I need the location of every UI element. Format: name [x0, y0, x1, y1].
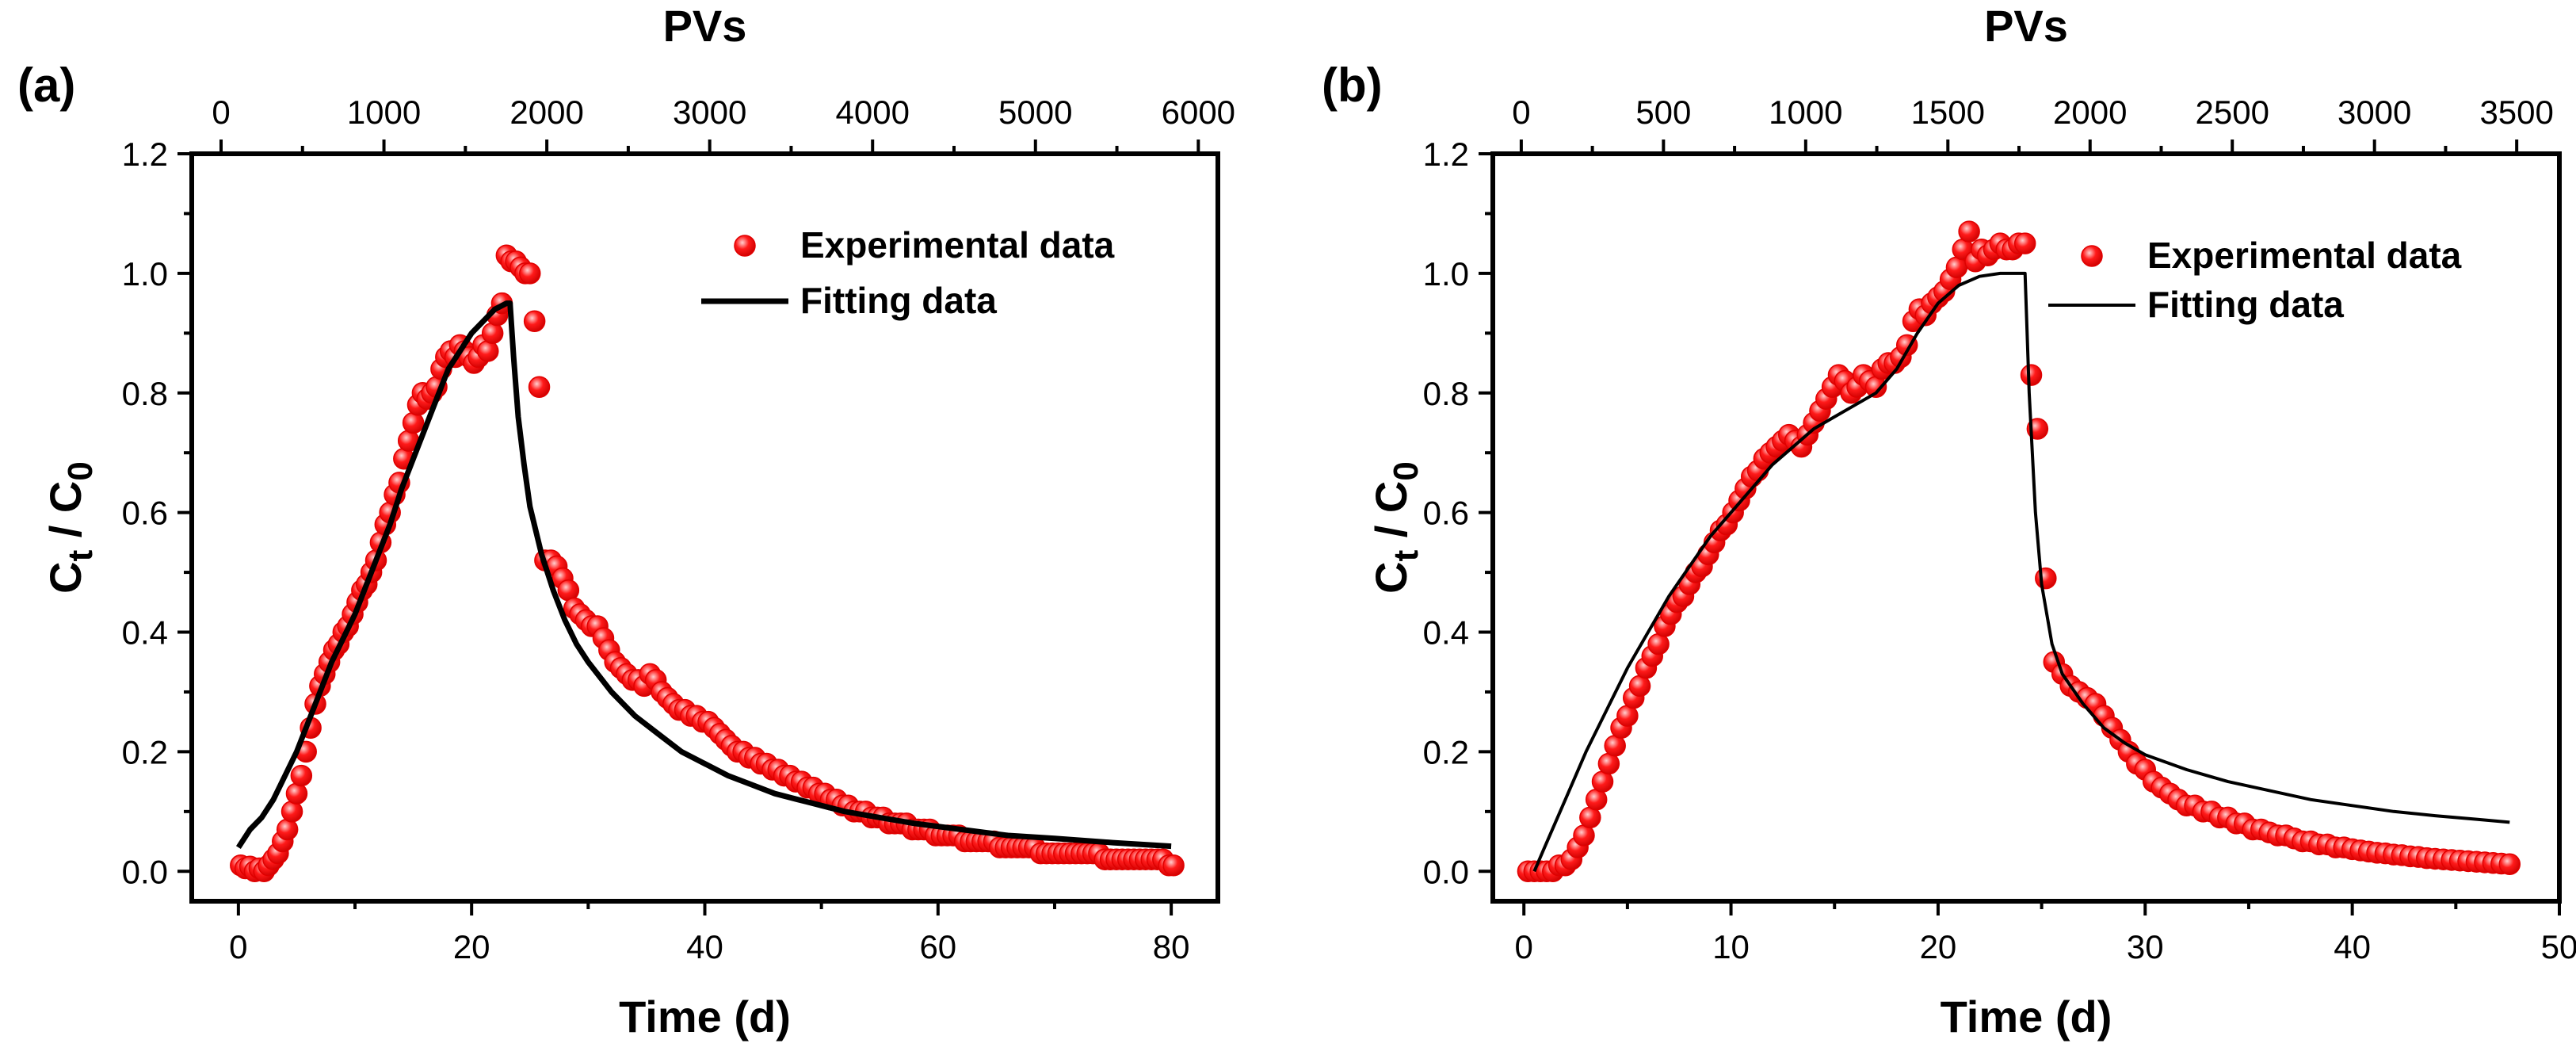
x-tick-label: 50	[2541, 928, 2576, 965]
experimental-data-point	[2035, 567, 2057, 590]
top-tick-label: 2000	[509, 94, 583, 131]
x-axis-label: Time (d)	[1941, 992, 2112, 1042]
top-tick-label: 4000	[836, 94, 910, 131]
y-tick-label: 0.2	[122, 733, 168, 770]
top-axis-label: PVs	[1984, 1, 2068, 51]
x-tick-label: 40	[686, 928, 723, 965]
top-tick-label: 3000	[2337, 94, 2411, 131]
y-axis-label-part: / C	[1366, 481, 1416, 550]
top-tick-label: 3500	[2479, 94, 2553, 131]
x-tick-label: 30	[2127, 928, 2164, 965]
y-tick-label: 0.2	[1423, 733, 1469, 770]
top-tick-label: 6000	[1162, 94, 1235, 131]
experimental-data-point	[285, 782, 308, 805]
y-tick-label: 0.6	[122, 495, 168, 532]
y-tick-label: 0.8	[1423, 375, 1469, 412]
y-axis-label-subscript: 0	[1387, 461, 1425, 480]
chart-panel-a: 0 20 40 60 80 0.0 0.2 0.4 0.6 0.8 1.0 1.2 0 1000 2000 3…	[17, 1, 1235, 1042]
x-tick-label: 20	[1920, 928, 1957, 965]
top-tick-label: 0	[1512, 94, 1530, 131]
plot-frame	[1490, 151, 2562, 904]
y-axis-label-subscript: 0	[61, 461, 100, 480]
experimental-data-point	[523, 310, 546, 332]
top-tick-label: 1000	[347, 94, 421, 131]
x-tick-label: 0	[229, 928, 247, 965]
experimental-data-point	[276, 818, 299, 841]
fitting-data-line	[1532, 271, 2510, 873]
x-tick-label: 60	[919, 928, 956, 965]
experimental-data-point	[481, 322, 504, 345]
legend-fitting-label: Fitting data	[2147, 284, 2344, 325]
experimental-data-point	[1162, 854, 1185, 877]
experimental-data-point	[2013, 232, 2036, 254]
chart-panel-b: 0 10 20 30 40 50 0.0 0.2 0.4 0.6 0.8 1.0 1.2 0 500 1000…	[1322, 1, 2576, 1042]
experimental-data-point	[290, 764, 313, 787]
experimental-data-point	[519, 262, 541, 285]
top-tick-label: 0	[212, 94, 230, 131]
y-tick-label: 0.4	[122, 614, 168, 652]
top-tick-label: 2500	[2196, 94, 2269, 131]
experimental-data-point	[477, 340, 499, 362]
experimental-data-point	[280, 801, 303, 823]
top-axis-label: PVs	[663, 1, 747, 51]
legend-marker-swatch	[2081, 245, 2103, 267]
fitting-data-line	[235, 300, 1172, 850]
y-axis-label: Ct / C0	[40, 461, 100, 594]
top-tick-label: 3000	[673, 94, 746, 131]
experimental-data-point	[2020, 364, 2043, 386]
legend-fitting-label: Fitting data	[800, 280, 997, 321]
plot-area	[1517, 220, 2521, 883]
y-tick-label: 0.6	[1423, 495, 1469, 532]
top-tick-label: 2000	[2053, 94, 2127, 131]
legend-experimental-label: Experimental data	[800, 224, 1115, 266]
x-tick-label: 40	[2334, 928, 2371, 965]
x-tick-label: 0	[1515, 928, 1533, 965]
x-tick-label: 80	[1153, 928, 1190, 965]
experimental-data-point	[528, 376, 551, 398]
experimental-data-point	[402, 411, 425, 434]
y-axis-label-part: C	[40, 561, 90, 593]
y-tick-label: 0.0	[122, 853, 168, 890]
y-axis-label-part: C	[1366, 561, 1416, 593]
panel-label: (b)	[1322, 59, 1383, 112]
experimental-data-point	[2498, 853, 2521, 875]
plot-frame	[189, 151, 1220, 904]
x-tick-label: 20	[453, 928, 490, 965]
plot-area	[230, 244, 1185, 883]
y-tick-label: 1.2	[1423, 136, 1469, 173]
x-tick-label: 10	[1712, 928, 1750, 965]
experimental-data-point	[1958, 220, 1980, 243]
y-axis-label: Ct / C0	[1366, 461, 1425, 594]
y-axis-label-part: / C	[40, 481, 90, 550]
y-axis-label-subscript: t	[1387, 549, 1425, 561]
y-tick-label: 1.0	[1423, 255, 1469, 292]
y-tick-label: 1.2	[122, 136, 168, 173]
y-axis-label-subscript: t	[61, 549, 100, 561]
legend-marker-swatch	[734, 235, 756, 257]
top-tick-label: 1000	[1769, 94, 1842, 131]
y-tick-label: 1.0	[122, 255, 168, 292]
top-tick-label: 1500	[1911, 94, 1985, 131]
y-tick-label: 0.0	[1423, 853, 1469, 890]
panel-label: (a)	[17, 59, 75, 112]
legend-experimental-label: Experimental data	[2147, 235, 2462, 276]
top-tick-label: 500	[1635, 94, 1691, 131]
y-tick-label: 0.8	[122, 375, 168, 412]
top-tick-label: 5000	[998, 94, 1072, 131]
y-tick-label: 0.4	[1423, 614, 1469, 652]
x-axis-label: Time (d)	[619, 992, 791, 1042]
